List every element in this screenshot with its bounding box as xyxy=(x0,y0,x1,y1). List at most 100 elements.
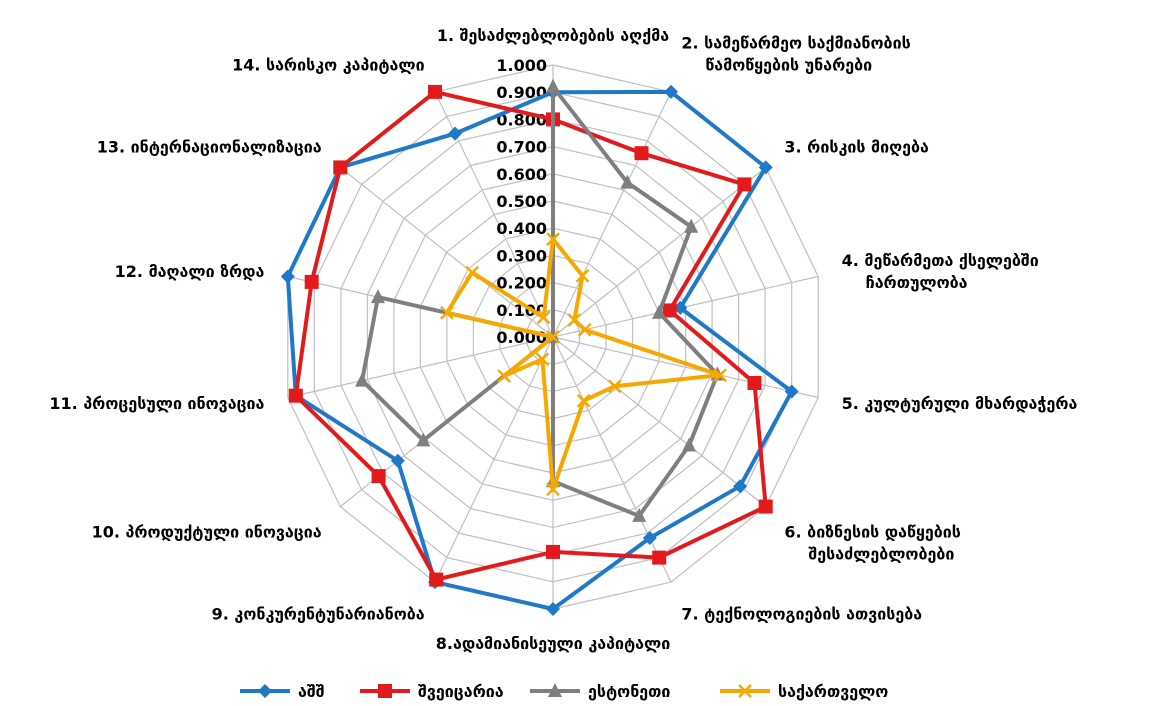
series-point xyxy=(536,310,551,325)
series-point xyxy=(747,376,762,390)
marker-stroke xyxy=(577,322,592,337)
marker-stroke xyxy=(465,265,480,280)
legend-label: ესტონეთი xyxy=(588,682,670,701)
series-point xyxy=(737,177,752,192)
tick-label: 1.000 xyxy=(496,56,547,75)
series-point xyxy=(416,432,431,447)
series-point xyxy=(288,388,303,403)
series-point xyxy=(546,232,560,246)
category-label: 9. კონკურენტუნარიანობა xyxy=(212,605,425,624)
series-point xyxy=(371,289,385,304)
series-point xyxy=(758,499,773,514)
tick-label: 0.600 xyxy=(496,165,547,184)
series-point xyxy=(684,218,699,233)
category-label: 7. ტექნოლოგიების ათვისება xyxy=(681,605,922,624)
legend-item: საქართველო xyxy=(720,682,888,701)
grid-spoke xyxy=(552,166,767,338)
marker-stroke xyxy=(546,482,560,497)
legend-marker xyxy=(378,684,392,698)
grid-spoke xyxy=(552,336,767,508)
marker-stroke xyxy=(497,369,511,383)
series-2 xyxy=(288,84,773,587)
category-label: 6. ბიზნესის დაწყების xyxy=(784,523,960,542)
tick-label: 0.900 xyxy=(496,83,547,102)
category-label: 8.ადამიანისეული კაპიტალი xyxy=(436,634,670,653)
category-label: 4. მეწარმეთა ქსელებში xyxy=(842,251,1039,270)
category-label: 3. რისკის მიღება xyxy=(784,137,929,156)
series-point xyxy=(576,393,591,408)
marker-stroke xyxy=(546,330,560,344)
series-point xyxy=(673,300,688,315)
series-point xyxy=(733,479,748,494)
series-point xyxy=(652,550,667,565)
series-point xyxy=(575,268,590,283)
series-point xyxy=(546,602,560,616)
category-label: 5. კულტურული მხარდაჭერა xyxy=(842,394,1078,413)
category-label: წამოწყების უნარები xyxy=(705,55,872,74)
grid-spoke xyxy=(287,336,554,399)
series-point xyxy=(713,368,727,382)
marker-stroke xyxy=(535,352,550,366)
series-point xyxy=(664,84,678,99)
series-point xyxy=(546,330,560,344)
series-point xyxy=(682,437,697,452)
category-labels: 1. შესაძლებლობების აღქმა 2. სამეწარმეო სა… xyxy=(49,26,1077,653)
series-point xyxy=(497,369,511,383)
series-point xyxy=(620,174,635,189)
series-point xyxy=(546,544,560,559)
category-label: 1. შესაძლებლობების აღქმა xyxy=(437,26,669,45)
category-label: 13. ინტერნაციონალიზაცია xyxy=(97,137,322,156)
series-line xyxy=(360,84,720,518)
legend-item: შვეიცარია xyxy=(360,682,504,701)
marker-stroke xyxy=(567,313,582,327)
tick-label: 0.700 xyxy=(496,138,547,157)
series-point xyxy=(333,160,348,175)
series-point xyxy=(607,379,622,394)
series-point xyxy=(642,531,657,545)
category-label: 11. პროცესული ინოვაცია xyxy=(49,394,264,413)
series-point xyxy=(465,265,480,280)
grid-spoke xyxy=(552,91,672,338)
legend-marker xyxy=(258,684,272,698)
marker-stroke xyxy=(576,393,591,408)
series-point xyxy=(429,572,444,587)
legend-marker xyxy=(548,683,562,697)
series-4 xyxy=(440,232,727,497)
grid-spoke xyxy=(434,336,554,583)
legend-label: შვეიცარია xyxy=(418,682,504,701)
tick-labels: 0.0000.1000.2000.3000.4000.5000.6000.700… xyxy=(496,56,547,347)
legend-label: აშშ xyxy=(298,682,325,701)
marker-stroke xyxy=(738,684,752,698)
category-label: ჩართულობა xyxy=(866,273,968,292)
series-point xyxy=(448,126,462,141)
series-point xyxy=(758,160,773,175)
legend-item: აშშ xyxy=(240,682,325,701)
category-label: 2. სამეწარმეო საქმიანობის xyxy=(681,33,910,52)
series-group xyxy=(280,78,799,616)
marker-stroke xyxy=(536,310,551,325)
series-point xyxy=(652,304,667,319)
marker-stroke xyxy=(607,379,622,394)
series-point xyxy=(634,146,649,161)
marker-stroke xyxy=(575,268,590,283)
series-point xyxy=(662,303,677,318)
marker-stroke xyxy=(546,232,560,246)
legend: აშშ შვეიცარია ესტონეთი საქართველო xyxy=(240,682,888,701)
legend-label: საქართველო xyxy=(778,682,888,701)
category-label: 12. მაღალი ზრდა xyxy=(115,262,265,281)
series-point xyxy=(577,322,592,337)
tick-label: 0.300 xyxy=(496,246,547,265)
tick-label: 0.500 xyxy=(496,192,547,211)
series-point xyxy=(428,84,442,99)
series-point xyxy=(632,507,647,522)
series-point xyxy=(784,384,799,399)
series-point xyxy=(567,313,582,327)
series-point xyxy=(546,482,560,497)
series-1 xyxy=(280,84,799,616)
series-point xyxy=(371,469,386,484)
series-point xyxy=(535,352,550,366)
tick-label: 0.200 xyxy=(496,274,547,293)
grid-spoke xyxy=(339,166,554,338)
